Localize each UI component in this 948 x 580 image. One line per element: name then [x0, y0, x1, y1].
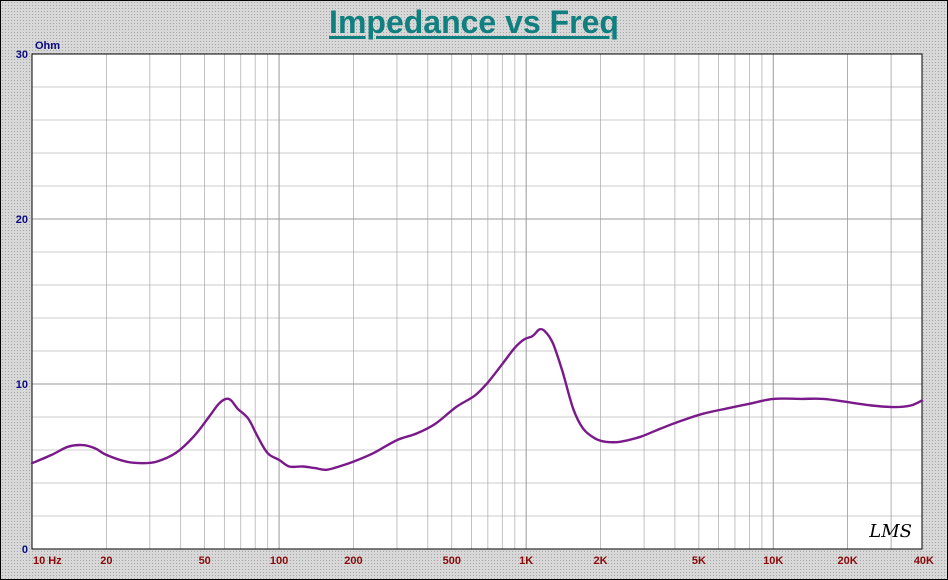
y-tick-label: 0: [22, 544, 28, 556]
series-layer: [30, 327, 924, 472]
x-tick-label: 10K: [763, 555, 783, 567]
y-tick-label: 10: [16, 379, 28, 391]
x-tick-label: 500: [443, 555, 461, 567]
y-tick-label: 20: [16, 214, 28, 226]
x-axis-ticks: 10 Hz 20 50 100 200 500 1K 2K 5K 10K 20K 40K: [33, 555, 934, 567]
grid-major: [32, 54, 922, 549]
plot-border: [31, 53, 923, 550]
y-axis-ticks: 0 10 20 30: [16, 49, 28, 556]
x-tick-label: 40K: [914, 555, 934, 567]
impedance-curve: [30, 327, 924, 472]
x-tick-label: 20K: [838, 555, 858, 567]
x-tick-label: 2K: [594, 555, 608, 567]
lms-signature-logo: LMS: [868, 521, 912, 542]
y-tick-label: 30: [16, 49, 28, 61]
x-tick-label: 50: [199, 555, 211, 567]
x-tick-label: 5K: [692, 555, 706, 567]
chart-title: Impedance vs Freq: [329, 4, 619, 40]
x-tick-label: 100: [270, 555, 288, 567]
plot-area: [32, 54, 922, 549]
x-tick-label: 10 Hz: [33, 555, 62, 567]
x-tick-label: 1K: [519, 555, 533, 567]
y-axis-unit-label: Ohm: [35, 40, 60, 52]
x-tick-label: 20: [100, 555, 112, 567]
x-tick-label: 200: [344, 555, 362, 567]
